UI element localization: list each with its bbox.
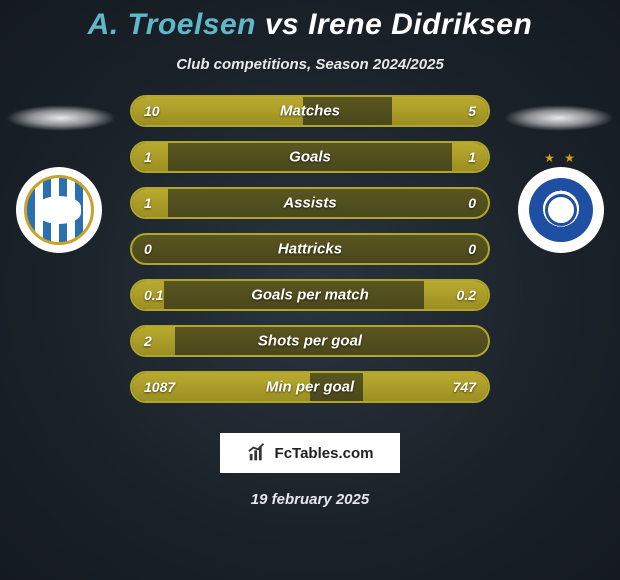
stat-label: Hattricks [132, 241, 488, 258]
comparison-content: ★ ★ 105Matches 11Goals 10Assists 00Hattrick… [0, 95, 620, 415]
stat-label: Matches [132, 103, 488, 120]
shadow-left [6, 105, 116, 131]
player2-name: Irene Didriksen [308, 8, 532, 41]
subtitle: Club competitions, Season 2024/2025 [0, 56, 620, 73]
comparison-title: A. Troelsen vs Irene Didriksen [0, 0, 620, 42]
brand-text: FcTables.com [275, 445, 374, 462]
stat-row: 2Shots per goal [130, 325, 490, 357]
stat-label: Assists [132, 195, 488, 212]
stat-row: 105Matches [130, 95, 490, 127]
brand-badge: FcTables.com [220, 433, 400, 473]
stat-label: Shots per goal [132, 333, 488, 350]
team2-crest [518, 167, 604, 253]
stat-row: 11Goals [130, 141, 490, 173]
team2-crest-graphic [529, 178, 593, 242]
team1-crest [16, 167, 102, 253]
shadow-right [504, 105, 614, 131]
stat-label: Min per goal [132, 379, 488, 396]
stat-label: Goals per match [132, 287, 488, 304]
stat-label: Goals [132, 149, 488, 166]
stat-row: 00Hattricks [130, 233, 490, 265]
stat-row: 0.10.2Goals per match [130, 279, 490, 311]
date-text: 19 february 2025 [0, 491, 620, 508]
team1-crest-graphic [24, 175, 94, 245]
team2-stars: ★ ★ [536, 151, 586, 165]
player1-name: A. Troelsen [88, 8, 256, 41]
stat-row: 1087747Min per goal [130, 371, 490, 403]
chart-icon [247, 442, 269, 464]
stat-bars: 105Matches 11Goals 10Assists 00Hattricks 0.1… [130, 95, 490, 417]
vs-text: vs [265, 8, 299, 41]
stat-row: 10Assists [130, 187, 490, 219]
